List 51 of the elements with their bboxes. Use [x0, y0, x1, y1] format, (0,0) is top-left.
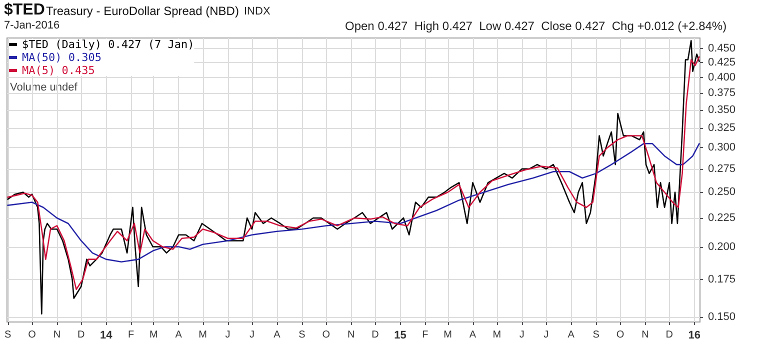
- x-tick-label: D: [666, 330, 673, 340]
- x-tick-label: S: [298, 330, 306, 340]
- y-tick-label: 0.275: [708, 162, 736, 175]
- legend-label: MA(5) 0.435: [22, 64, 95, 77]
- x-tick-label: A: [568, 330, 575, 340]
- y-tick-label: 0.150: [708, 311, 736, 324]
- x-tick-label: 16: [688, 330, 700, 342]
- x-tick-label: A: [175, 330, 182, 340]
- x-tick-label: J: [544, 330, 549, 340]
- legend-label: $TED (Daily) 0.427 (7 Jan): [22, 38, 194, 51]
- x-tick-label: J: [519, 330, 524, 340]
- x-tick-label: N: [53, 330, 61, 340]
- x-tick-label: A: [274, 330, 281, 340]
- x-tick-label: J: [225, 330, 230, 340]
- x-tick-label: O: [322, 330, 330, 340]
- y-tick-label: 0.325: [708, 122, 736, 134]
- x-tick-label: F: [422, 330, 428, 340]
- text: 7-Jan-2016: [4, 20, 60, 32]
- x-tick-label: O: [616, 330, 624, 340]
- y-tick-label: 0.375: [708, 87, 736, 100]
- x-tick-label: M: [492, 330, 502, 340]
- x-tick-label: D: [78, 330, 85, 340]
- x-tick-label: 15: [394, 330, 406, 342]
- y-tick-label: 0.350: [708, 104, 736, 116]
- y-tick-label: 0.250: [708, 186, 736, 198]
- line-series: [7, 143, 700, 263]
- y-tick-label: 0.450: [708, 42, 736, 55]
- x-tick-label: N: [642, 330, 649, 340]
- x-tick-label: 14: [100, 330, 114, 342]
- chart-title: $TED: [4, 2, 45, 18]
- y-tick-label: 0.175: [708, 273, 736, 286]
- chart-subtitle: Treasury - EuroDollar Spread (NBD): [46, 4, 239, 18]
- x-tick-label: F: [128, 330, 134, 340]
- x-tick-label: J: [249, 330, 254, 340]
- x-tick-label: S: [592, 330, 600, 340]
- x-tick-label: M: [149, 330, 158, 340]
- x-tick-label: M: [444, 330, 452, 340]
- text: Open 0.427 High 0.427 Low 0.427 Close 0.427 Chg +0.012 (+2.84%): [345, 19, 727, 33]
- x-tick-label: D: [372, 330, 379, 340]
- y-tick-label: 0.200: [708, 240, 736, 253]
- legend-label: MA(50) 0.305: [22, 51, 102, 64]
- y-tick-label: 0.400: [708, 71, 736, 84]
- x-tick-label: M: [198, 330, 207, 340]
- x-tick-label: O: [28, 330, 36, 340]
- y-tick-label: 0.425: [708, 56, 736, 69]
- text: INDX: [244, 6, 271, 18]
- y-tick-label: 0.300: [708, 142, 736, 154]
- x-tick-label: A: [469, 330, 476, 340]
- x-tick-label: S: [4, 330, 12, 340]
- y-tick-label: 0.225: [708, 212, 736, 224]
- x-tick-label: N: [347, 330, 355, 340]
